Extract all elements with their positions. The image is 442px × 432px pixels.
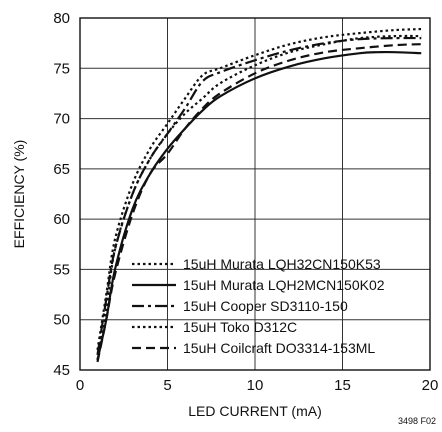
x-axis-title: LED CURRENT (mA) [188, 403, 322, 419]
x-tick-label: 20 [422, 377, 439, 394]
legend-label-3: 15uH Cooper SD3110-150 [183, 298, 348, 314]
y-tick-label: 55 [53, 261, 70, 278]
plot-frame [79, 17, 431, 371]
y-axis-title: EFFICIENCY (%) [11, 140, 27, 249]
y-tick-label: 70 [53, 111, 70, 128]
y-tick-label: 50 [53, 312, 70, 329]
figure-number: 3498 F02 [398, 416, 436, 426]
x-tick-label: 15 [334, 377, 351, 394]
series-line-3 [96, 36, 422, 356]
legend: 15uH Murata LQH32CN150K53 15uH Murata LQH… [132, 256, 385, 356]
y-tick-label: 65 [53, 161, 70, 178]
y-tick-label: 75 [53, 60, 70, 77]
x-tick-label: 10 [247, 377, 264, 394]
legend-label-2: 15uH Murata LQH2MCN150K02 [183, 277, 385, 293]
legend-label-5: 15uH Coilcraft DO3314-153ML [183, 340, 375, 356]
series-line-2 [96, 50, 422, 361]
x-tick-label: 5 [163, 377, 171, 394]
y-tick-label: 60 [53, 211, 70, 228]
y-tick-label: 45 [53, 362, 70, 379]
y-tick-label: 80 [53, 10, 70, 27]
series-line-5 [96, 43, 422, 363]
legend-label-1: 15uH Murata LQH32CN150K53 [183, 256, 381, 272]
legend-label-4: 15uH Toko D312C [183, 319, 297, 335]
x-tick-label: 0 [76, 377, 84, 394]
